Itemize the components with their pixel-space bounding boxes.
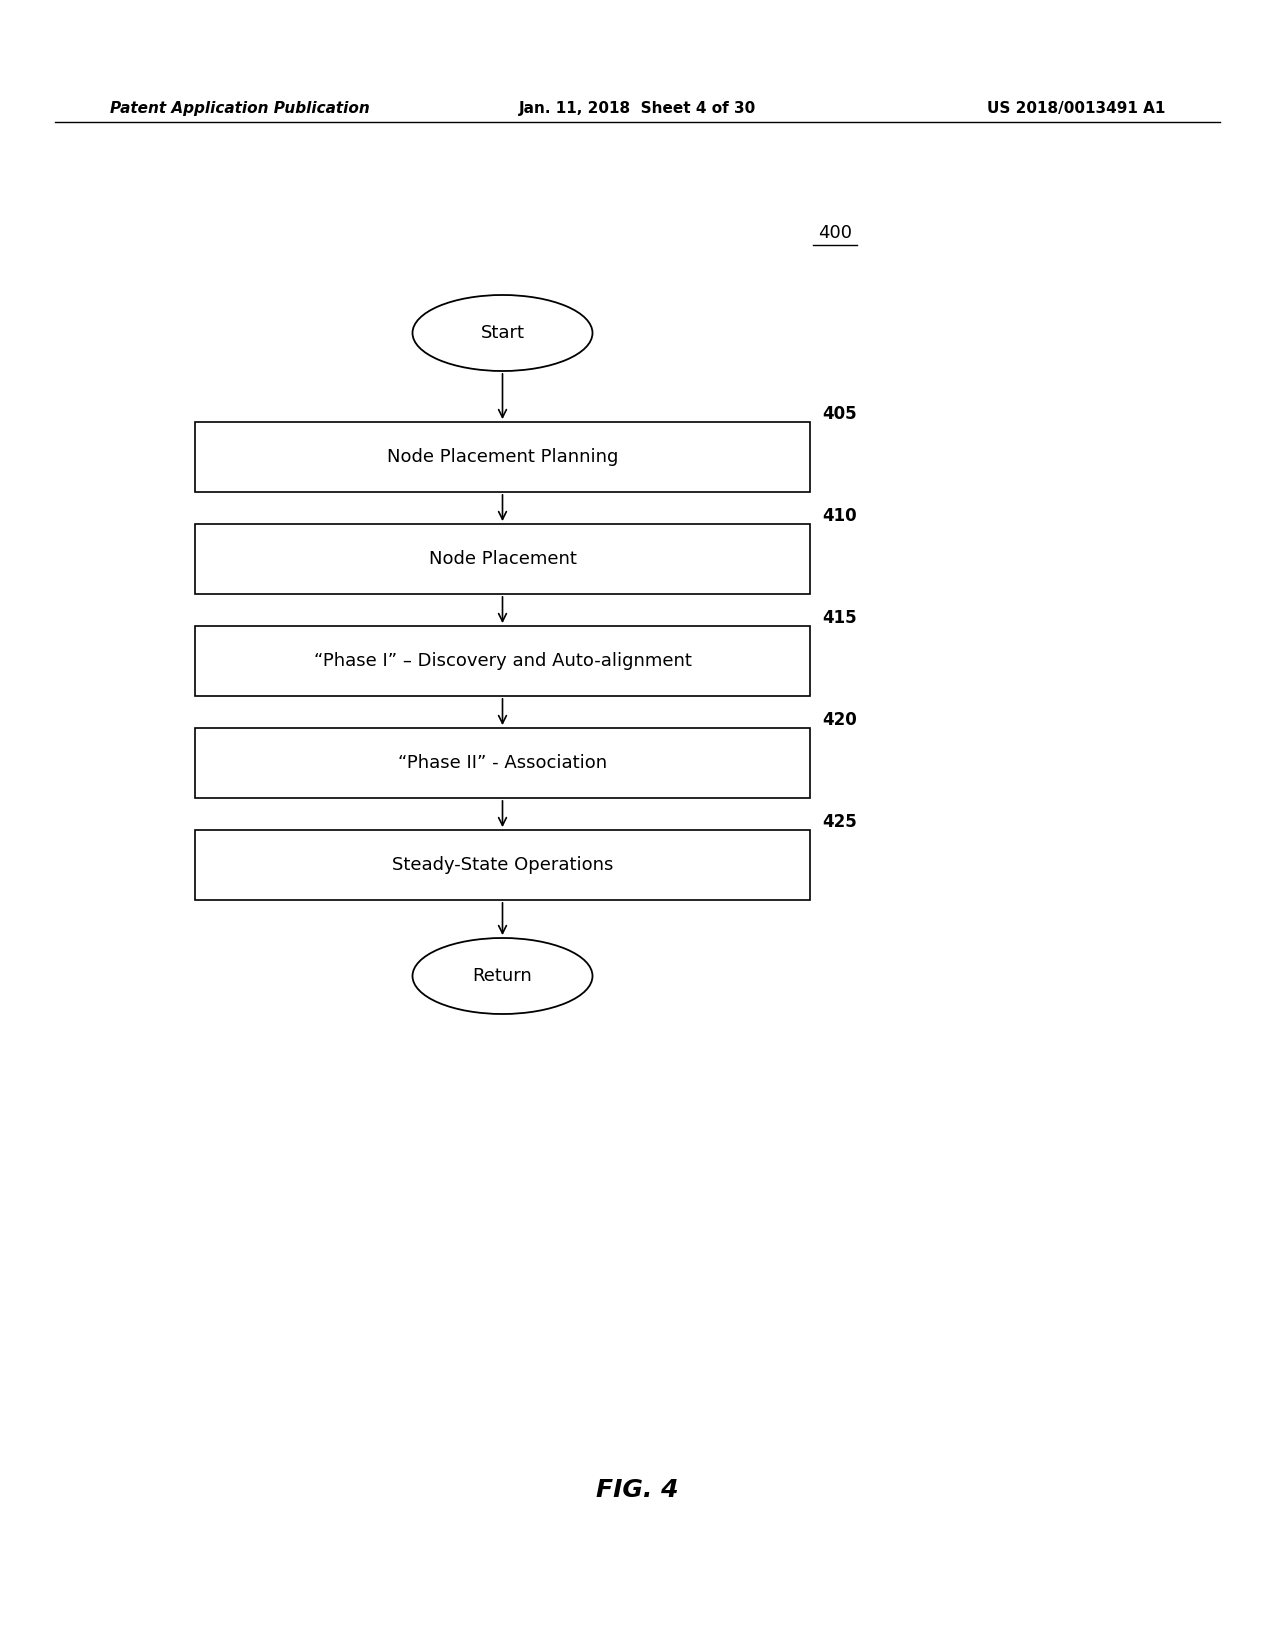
Bar bbox=[195, 728, 810, 799]
Text: Steady-State Operations: Steady-State Operations bbox=[391, 856, 613, 874]
Text: FIG. 4: FIG. 4 bbox=[595, 1478, 678, 1502]
Text: 400: 400 bbox=[819, 224, 852, 243]
Bar bbox=[195, 525, 810, 594]
Bar bbox=[195, 422, 810, 492]
Text: 405: 405 bbox=[822, 404, 857, 422]
Text: 415: 415 bbox=[822, 609, 857, 627]
Text: Patent Application Publication: Patent Application Publication bbox=[110, 101, 370, 116]
Text: Node Placement Planning: Node Placement Planning bbox=[386, 449, 618, 465]
Text: 420: 420 bbox=[822, 711, 857, 729]
Text: 425: 425 bbox=[822, 813, 857, 832]
Text: Jan. 11, 2018  Sheet 4 of 30: Jan. 11, 2018 Sheet 4 of 30 bbox=[519, 101, 756, 116]
Text: 410: 410 bbox=[822, 507, 857, 525]
Bar bbox=[195, 830, 810, 899]
Bar bbox=[195, 625, 810, 696]
Text: Start: Start bbox=[481, 323, 524, 342]
Text: Node Placement: Node Placement bbox=[428, 549, 576, 568]
Text: US 2018/0013491 A1: US 2018/0013491 A1 bbox=[987, 101, 1165, 116]
Text: Return: Return bbox=[473, 967, 533, 985]
Text: “Phase II” - Association: “Phase II” - Association bbox=[398, 754, 607, 772]
Text: “Phase I” – Discovery and Auto-alignment: “Phase I” – Discovery and Auto-alignment bbox=[314, 652, 691, 670]
